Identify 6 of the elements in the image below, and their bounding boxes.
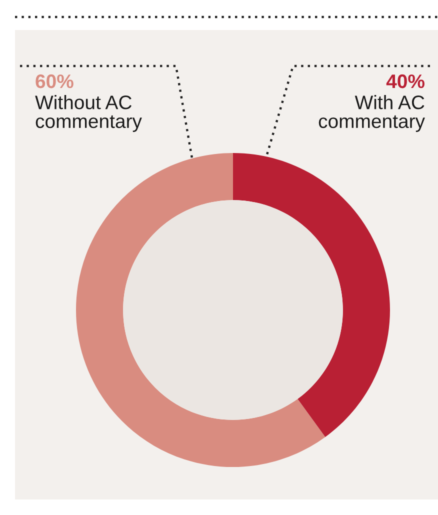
data-label: 60% bbox=[36, 74, 74, 88]
data-label: 40% bbox=[386, 74, 424, 88]
slice-label: With AC commentary bbox=[318, 95, 425, 132]
donut-slice bbox=[233, 153, 390, 438]
donut-slice bbox=[76, 153, 326, 467]
slice-label: Without AC commentary bbox=[35, 95, 142, 132]
